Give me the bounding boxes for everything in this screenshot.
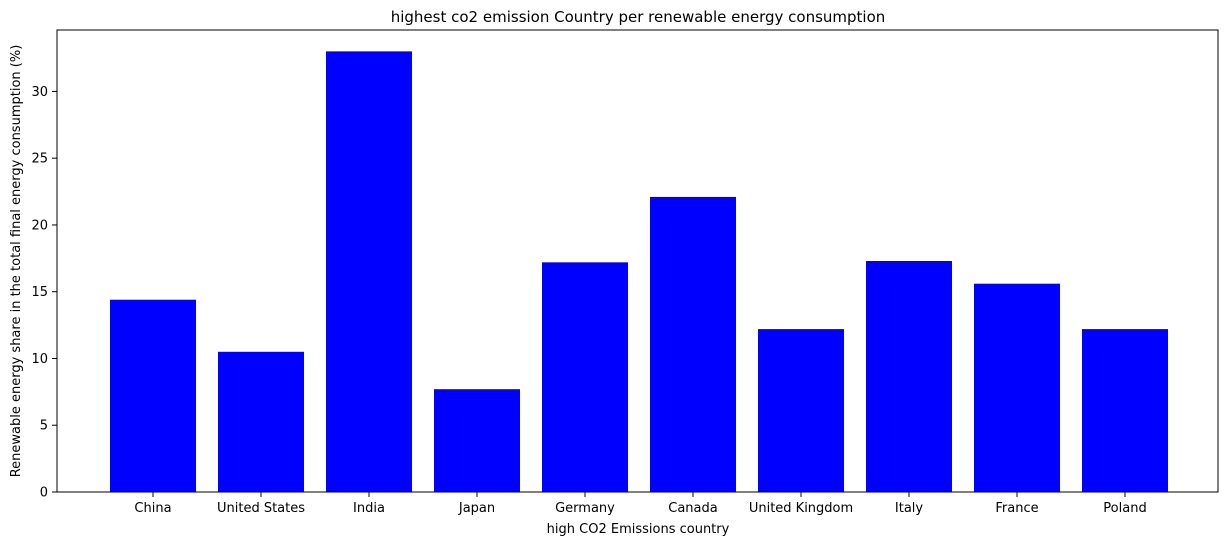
y-axis-label: Renewable energy share in the total fina… [9, 45, 24, 478]
x-axis-label: high CO2 Emissions country [547, 522, 730, 537]
bar-united-kingdom [758, 329, 844, 492]
y-tick-label: 20 [31, 218, 48, 233]
bar-canada [650, 196, 736, 492]
chart-title: highest co2 emission Country per renewab… [391, 8, 886, 26]
x-tick-label: United States [217, 501, 305, 516]
bar-italy [866, 261, 952, 492]
y-tick-label: 0 [40, 486, 48, 501]
x-tick-label: United Kingdom [749, 501, 853, 516]
y-tick-label: 15 [31, 285, 48, 300]
x-tick-label: France [995, 501, 1038, 516]
x-tick-label: Germany [555, 501, 615, 516]
x-tick-label: India [353, 501, 385, 516]
y-tick-label: 30 [31, 85, 48, 100]
bar-germany [542, 262, 628, 492]
y-tick-label: 10 [31, 352, 48, 367]
x-tick-label: China [134, 501, 171, 516]
y-axis-ticks: 0 5 10 15 20 25 30 [31, 85, 57, 501]
bar-india [326, 51, 412, 492]
x-tick-label: Italy [895, 501, 924, 516]
x-tick-label: Japan [458, 501, 495, 516]
bars-group [110, 51, 1168, 492]
bar-france [974, 283, 1060, 492]
x-axis-ticks: China United States India Japan Germany Canad… [134, 492, 1147, 516]
bar-china [110, 299, 196, 492]
bar-poland [1082, 329, 1168, 492]
x-tick-label: Canada [668, 501, 717, 516]
plot-frame [56, 29, 1219, 493]
bar-united-states [218, 351, 304, 492]
y-tick-label: 5 [40, 419, 48, 434]
x-tick-label: Poland [1103, 501, 1146, 516]
bar-japan [434, 389, 520, 492]
y-tick-label: 25 [31, 152, 48, 167]
